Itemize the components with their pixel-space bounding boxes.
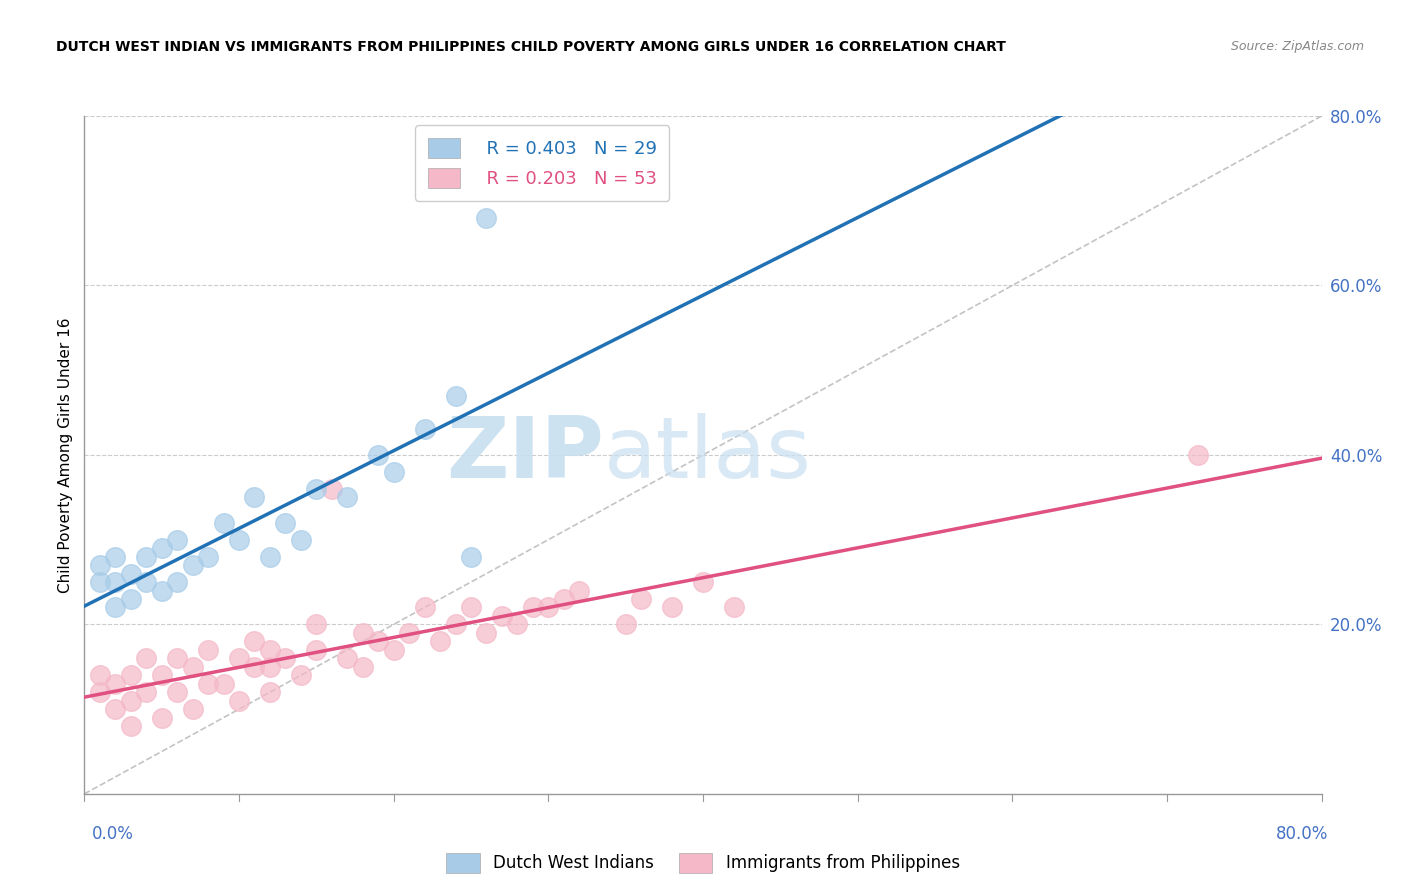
Point <box>352 660 374 674</box>
Point <box>352 626 374 640</box>
Point <box>274 651 297 665</box>
Point <box>89 558 111 573</box>
Point <box>614 617 637 632</box>
Point <box>104 574 127 589</box>
Point <box>150 583 173 598</box>
Point <box>197 676 219 690</box>
Point <box>305 617 328 632</box>
Point <box>553 592 575 607</box>
Point <box>228 533 250 547</box>
Point <box>305 482 328 496</box>
Point <box>382 465 405 479</box>
Point <box>243 491 266 505</box>
Text: 0.0%: 0.0% <box>91 825 134 843</box>
Point <box>259 685 281 699</box>
Point <box>135 574 157 589</box>
Point <box>212 676 235 690</box>
Point <box>104 549 127 564</box>
Point <box>150 541 173 555</box>
Point <box>89 685 111 699</box>
Point <box>181 558 204 573</box>
Point <box>460 600 482 615</box>
Point <box>104 702 127 716</box>
Point <box>491 609 513 624</box>
Point <box>1187 448 1209 462</box>
Point <box>413 600 436 615</box>
Point <box>150 668 173 682</box>
Point <box>398 626 420 640</box>
Point <box>243 634 266 648</box>
Point <box>475 626 498 640</box>
Point <box>321 482 343 496</box>
Point <box>104 600 127 615</box>
Point <box>274 516 297 530</box>
Text: DUTCH WEST INDIAN VS IMMIGRANTS FROM PHILIPPINES CHILD POVERTY AMONG GIRLS UNDER: DUTCH WEST INDIAN VS IMMIGRANTS FROM PHI… <box>56 40 1007 54</box>
Point <box>336 491 359 505</box>
Point <box>120 719 142 733</box>
Text: Source: ZipAtlas.com: Source: ZipAtlas.com <box>1230 40 1364 54</box>
Point <box>135 549 157 564</box>
Point <box>460 549 482 564</box>
Point <box>228 651 250 665</box>
Point <box>568 583 591 598</box>
Y-axis label: Child Poverty Among Girls Under 16: Child Poverty Among Girls Under 16 <box>58 318 73 592</box>
Point <box>120 668 142 682</box>
Point <box>212 516 235 530</box>
Point <box>537 600 560 615</box>
Point <box>305 642 328 657</box>
Point <box>367 634 389 648</box>
Point <box>89 574 111 589</box>
Point <box>661 600 683 615</box>
Point <box>630 592 652 607</box>
Point <box>382 642 405 657</box>
Point <box>259 660 281 674</box>
Text: ZIP: ZIP <box>446 413 605 497</box>
Point <box>166 685 188 699</box>
Point <box>259 549 281 564</box>
Point <box>228 694 250 708</box>
Point <box>135 685 157 699</box>
Point <box>692 574 714 589</box>
Point <box>336 651 359 665</box>
Point <box>120 566 142 581</box>
Point <box>181 660 204 674</box>
Point <box>259 642 281 657</box>
Point <box>89 668 111 682</box>
Point <box>104 676 127 690</box>
Point <box>506 617 529 632</box>
Point <box>120 694 142 708</box>
Point <box>150 710 173 724</box>
Point <box>197 549 219 564</box>
Point <box>166 651 188 665</box>
Point <box>135 651 157 665</box>
Point <box>166 533 188 547</box>
Point <box>181 702 204 716</box>
Point <box>197 642 219 657</box>
Point <box>166 574 188 589</box>
Point <box>444 389 467 403</box>
Point <box>475 211 498 225</box>
Legend: Dutch West Indians, Immigrants from Philippines: Dutch West Indians, Immigrants from Phil… <box>440 847 966 880</box>
Point <box>290 668 312 682</box>
Text: 80.0%: 80.0% <box>1277 825 1329 843</box>
Point <box>120 592 142 607</box>
Point <box>444 617 467 632</box>
Text: atlas: atlas <box>605 413 813 497</box>
Point <box>522 600 544 615</box>
Point <box>429 634 451 648</box>
Point <box>290 533 312 547</box>
Legend:   R = 0.403   N = 29,   R = 0.203   N = 53: R = 0.403 N = 29, R = 0.203 N = 53 <box>415 125 669 201</box>
Point <box>243 660 266 674</box>
Point <box>413 423 436 437</box>
Point <box>723 600 745 615</box>
Point <box>367 448 389 462</box>
